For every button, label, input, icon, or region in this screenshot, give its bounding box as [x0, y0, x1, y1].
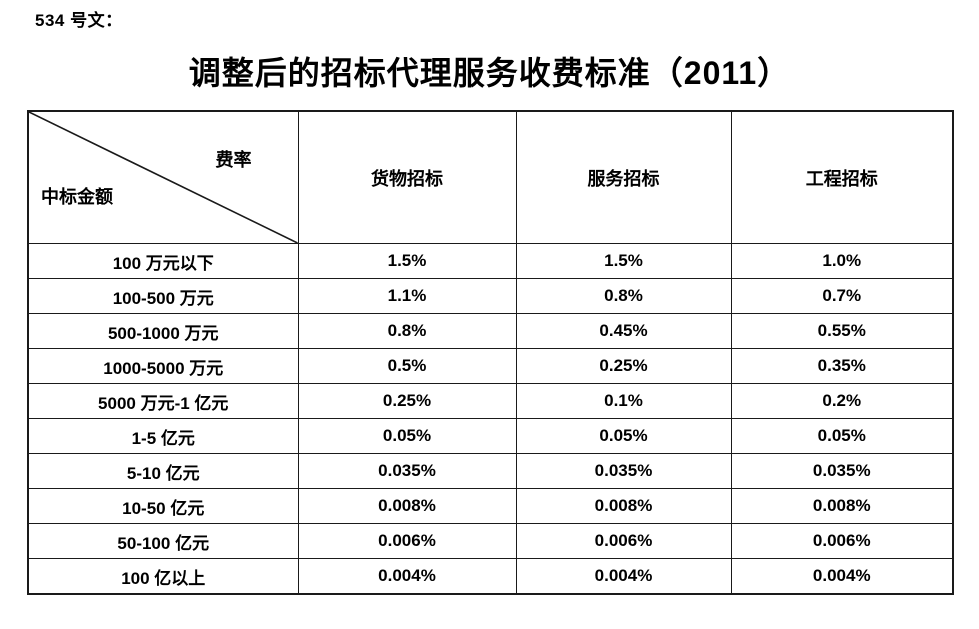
fee-value-cell: 0.05%: [730, 418, 954, 454]
fee-value-cell: 0.8%: [515, 278, 732, 314]
fee-value-cell: 0.008%: [730, 488, 954, 524]
row-label-cell: 100 亿以上: [27, 558, 299, 595]
table-row: 10-50 亿元 0.008% 0.008% 0.008%: [27, 488, 954, 524]
table-row: 100-500 万元 1.1% 0.8% 0.7%: [27, 278, 954, 314]
page-title: 调整后的招标代理服务收费标准（2011）: [188, 55, 791, 91]
fee-value-cell: 0.035%: [730, 453, 954, 489]
table-row: 1-5 亿元 0.05% 0.05% 0.05%: [27, 418, 954, 454]
column-header-goods: 货物招标: [297, 110, 517, 244]
column-header-engineering: 工程招标: [730, 110, 954, 244]
row-label-cell: 5-10 亿元: [27, 453, 299, 489]
fee-value-cell: 0.05%: [297, 418, 517, 454]
fee-value-cell: 1.5%: [297, 243, 517, 279]
row-label-cell: 100-500 万元: [27, 278, 299, 314]
fee-value-cell: 0.05%: [515, 418, 732, 454]
fee-value-cell: 0.35%: [730, 348, 954, 384]
fee-value-cell: 1.0%: [730, 243, 954, 279]
fee-value-cell: 1.5%: [515, 243, 732, 279]
table-row: 5-10 亿元 0.035% 0.035% 0.035%: [27, 453, 954, 489]
row-label-cell: 500-1000 万元: [27, 313, 299, 349]
row-label-cell: 10-50 亿元: [27, 488, 299, 524]
fee-value-cell: 0.006%: [730, 523, 954, 559]
fee-value-cell: 0.1%: [515, 383, 732, 419]
row-label-cell: 1000-5000 万元: [27, 348, 299, 384]
corner-header-cell: 费率 中标金额: [27, 110, 299, 244]
fee-value-cell: 0.8%: [297, 313, 517, 349]
fee-value-cell: 0.008%: [515, 488, 732, 524]
row-label-cell: 5000 万元-1 亿元: [27, 383, 299, 419]
table-row: 1000-5000 万元 0.5% 0.25% 0.35%: [27, 348, 954, 384]
fee-value-cell: 0.45%: [515, 313, 732, 349]
table-row: 500-1000 万元 0.8% 0.45% 0.55%: [27, 313, 954, 349]
table-header-row: 费率 中标金额 货物招标 服务招标 工程招标: [27, 110, 954, 244]
table-row: 50-100 亿元 0.006% 0.006% 0.006%: [27, 523, 954, 559]
fee-value-cell: 0.006%: [515, 523, 732, 559]
fee-value-cell: 0.5%: [297, 348, 517, 384]
diagonal-divider-line: [29, 112, 298, 243]
row-label-cell: 1-5 亿元: [27, 418, 299, 454]
fee-value-cell: 0.035%: [297, 453, 517, 489]
corner-rate-label: 费率: [215, 150, 252, 170]
fee-value-cell: 1.1%: [297, 278, 517, 314]
fee-value-cell: 0.2%: [730, 383, 954, 419]
fee-value-cell: 0.004%: [730, 558, 954, 595]
row-label-cell: 50-100 亿元: [27, 523, 299, 559]
row-label-cell: 100 万元以下: [27, 243, 299, 279]
doc-number-label: 534 号文：: [35, 11, 123, 30]
fee-value-cell: 0.004%: [297, 558, 517, 595]
fee-value-cell: 0.006%: [297, 523, 517, 559]
table-row: 100 万元以下 1.5% 1.5% 1.0%: [27, 243, 954, 279]
corner-amount-label: 中标金额: [41, 187, 113, 207]
column-header-services: 服务招标: [515, 110, 732, 244]
fee-value-cell: 0.55%: [730, 313, 954, 349]
fee-value-cell: 0.035%: [515, 453, 732, 489]
fee-value-cell: 0.008%: [297, 488, 517, 524]
fee-value-cell: 0.25%: [515, 348, 732, 384]
fee-rate-table: 费率 中标金额 货物招标 服务招标 工程招标 100 万元以下 1.5% 1.5…: [27, 110, 954, 595]
table-row: 5000 万元-1 亿元 0.25% 0.1% 0.2%: [27, 383, 954, 419]
fee-value-cell: 0.25%: [297, 383, 517, 419]
fee-value-cell: 0.004%: [515, 558, 732, 595]
fee-value-cell: 0.7%: [730, 278, 954, 314]
table-row: 100 亿以上 0.004% 0.004% 0.004%: [27, 558, 954, 595]
